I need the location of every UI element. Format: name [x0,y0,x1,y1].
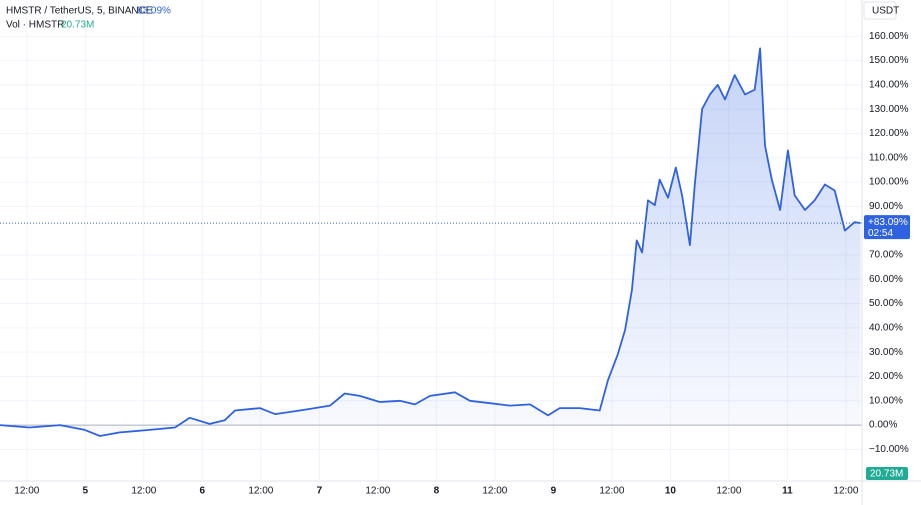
volume-value: 20.73M [61,20,94,31]
area [0,48,861,437]
y-tick-label: 140.00% [869,79,909,90]
y-tick-label: 60.00% [869,274,903,285]
y-tick-label: 160.00% [869,31,909,42]
currency-box[interactable] [863,1,897,20]
volume-badge: 20.73M [870,469,903,480]
x-tick-label: 12:00 [482,486,507,497]
last-value-box [864,215,910,240]
y-tick-label: 150.00% [869,55,909,66]
change: 83.09% [137,6,171,17]
x-tick-label: 12:00 [14,486,39,497]
x-tick-label: 12:00 [833,486,858,497]
y-tick-label: 20.00% [869,371,903,382]
currency[interactable]: USDT [872,6,899,17]
y-tick-label: 10.00% [869,395,903,406]
x-tick-label: 11 [782,486,793,497]
x-tick-label: 5 [83,486,89,497]
x-tick-label: 6 [200,486,206,497]
symbol: HMSTR / TetherUS, 5, BINANCE [6,6,153,17]
x-tick-label: 7 [317,486,323,497]
countdown: 02:54 [868,228,893,239]
price-line [0,47,861,437]
y-tick-label: 90.00% [869,201,903,212]
y-tick-label: 110.00% [869,152,908,163]
x-tick-label: 8 [434,486,440,497]
last-value-label: +83.09% [868,217,908,228]
y-tick-label: 50.00% [869,298,903,309]
y-tick-label: 0.00% [869,420,897,431]
y-tick-label: 70.00% [869,250,903,261]
volume-name: Vol · HMSTR [6,20,64,31]
x-tick-label: 12:00 [716,486,741,497]
x-tick-label: 9 [551,486,557,497]
y-tick-label: 30.00% [869,347,903,358]
x-tick-label: 12:00 [131,486,156,497]
y-tick-label: 100.00% [869,177,909,188]
x-tick-label: 12:00 [365,486,390,497]
x-tick-label: 10 [665,486,677,497]
y-tick-label: 130.00% [869,104,909,115]
volume-badge-bg [866,467,908,480]
y-tick-label: 40.00% [869,322,903,333]
y-tick-label: −10.00% [869,444,909,455]
x-tick-label: 12:00 [248,486,273,497]
x-tick-label: 12:00 [599,486,624,497]
y-tick-label: 120.00% [869,128,909,139]
